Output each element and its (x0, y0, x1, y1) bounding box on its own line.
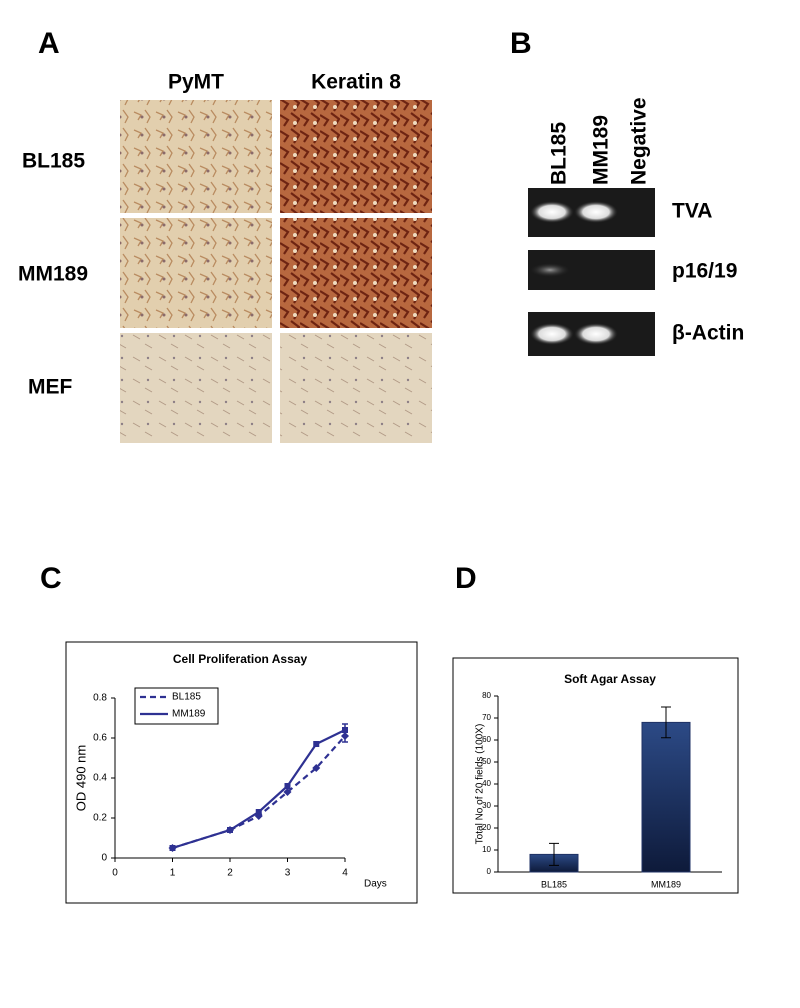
column-header: Keratin 8 (311, 71, 401, 94)
gel-band (574, 323, 618, 345)
micrograph (120, 218, 272, 328)
x-axis-label: Days (364, 879, 387, 890)
y-axis-label: Total No of 20 fields (100X) (475, 724, 486, 845)
y-tick-label: 0.4 (93, 773, 107, 784)
y-tick-label: 10 (482, 845, 491, 854)
panel-label: C (40, 562, 62, 595)
gel-band (530, 201, 574, 223)
bar (641, 721, 691, 873)
y-axis-label: OD 490 nm (73, 745, 88, 811)
x-tick-label: 1 (170, 868, 176, 879)
chart-title: Cell Proliferation Assay (173, 652, 308, 666)
legend-label: BL185 (172, 692, 201, 703)
band-label: p16/19 (672, 260, 737, 283)
x-tick-label: 0 (112, 868, 118, 879)
gel-band (574, 201, 618, 223)
error-bar (342, 723, 348, 737)
row-label: MM189 (18, 263, 88, 286)
data-point (227, 827, 233, 833)
y-tick-label: 0 (487, 867, 492, 876)
chart-frame (452, 657, 739, 894)
chart-title: Soft Agar Assay (564, 672, 656, 686)
y-tick-label: 70 (482, 713, 491, 722)
x-tick-label: MM189 (651, 879, 681, 889)
micrograph (280, 218, 432, 328)
y-tick-label: 50 (482, 757, 491, 766)
y-tick-label: 0.6 (93, 733, 107, 744)
panel-label: D (455, 562, 477, 595)
column-header: PyMT (168, 71, 224, 94)
lane-label: Negative (628, 97, 651, 185)
band-label: β-Actin (672, 322, 744, 345)
row-label: MEF (28, 376, 73, 399)
micrograph (120, 333, 272, 443)
legend-label: MM189 (172, 709, 206, 720)
panel-label: B (510, 27, 532, 60)
data-point (284, 783, 291, 789)
gel-band (530, 323, 574, 345)
micrograph (280, 100, 432, 213)
gel-band (530, 263, 570, 277)
y-tick-label: 30 (482, 801, 491, 810)
chart-frame (65, 641, 418, 904)
panel-label: A (38, 27, 60, 60)
y-tick-label: 0.8 (93, 693, 107, 704)
data-point (313, 741, 320, 747)
y-tick-label: 60 (482, 735, 491, 744)
y-tick-label: 0.2 (93, 813, 107, 824)
micrograph (280, 333, 432, 443)
data-point (169, 845, 176, 851)
row-label: BL185 (22, 150, 85, 173)
y-tick-label: 20 (482, 823, 491, 832)
x-tick-label: 2 (227, 868, 233, 879)
data-point (283, 788, 292, 796)
legend (134, 687, 219, 725)
y-tick-label: 0 (101, 853, 107, 864)
x-tick-label: BL185 (541, 879, 567, 889)
series-line (172, 729, 346, 850)
micrograph (120, 100, 272, 213)
error-bar (661, 706, 671, 739)
x-tick-label: 3 (285, 868, 291, 879)
lane-label: BL185 (548, 122, 571, 185)
series-line (172, 735, 346, 850)
y-tick-label: 80 (482, 691, 491, 700)
error-bar (549, 842, 559, 866)
data-point (312, 764, 321, 772)
lane-label: MM189 (590, 115, 613, 185)
y-tick-label: 40 (482, 779, 491, 788)
x-tick-label: 4 (342, 868, 348, 879)
data-point (255, 809, 262, 815)
band-label: TVA (672, 200, 712, 223)
